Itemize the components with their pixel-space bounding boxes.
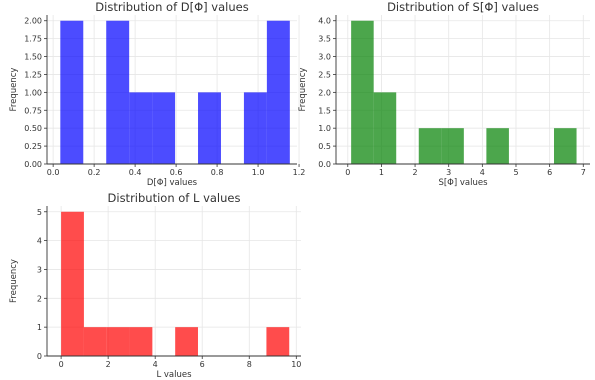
x-tick-label: 0.8 [211, 168, 224, 177]
x-axis-label: S[Φ] values [438, 178, 488, 188]
y-tick-label: 2.00 [24, 17, 42, 26]
x-tick-label: 0 [345, 168, 350, 177]
y-tick-label: 1.25 [24, 70, 42, 79]
x-tick-label: 0.0 [47, 168, 60, 177]
histogram-bar [129, 92, 153, 164]
x-tick-label: 4 [480, 168, 485, 177]
y-tick-label: 2.0 [318, 88, 331, 97]
y-axis-label: Frequency [9, 259, 19, 303]
x-tick-label: 2 [106, 360, 111, 369]
histogram-bar [106, 20, 130, 164]
y-tick-label: 0.0 [318, 160, 331, 169]
histogram-bar [486, 128, 509, 164]
y-tick-label: 2 [37, 294, 42, 303]
histogram-bar [60, 20, 84, 164]
histogram-bar [554, 128, 577, 164]
x-axis-label: D[Φ] values [147, 178, 198, 188]
histogram-bar [61, 211, 84, 356]
y-tick-label: 0.00 [24, 160, 42, 169]
histogram-bar [266, 327, 290, 356]
x-tick-label: 8 [247, 360, 252, 369]
y-tick-label: 0.75 [24, 106, 42, 115]
histogram-bar [129, 327, 153, 356]
chart-2: 0 1 2 3 4 5 6 7 0.0 0.5 1.0 1.5 2.0 2.5 3.0 3.5 4.0 Distr… [298, 0, 590, 188]
histogram-bar [373, 92, 397, 164]
y-tick-label: 2.5 [318, 70, 331, 79]
y-tick-label: 0.25 [24, 142, 42, 151]
x-tick-label: 0.2 [88, 168, 101, 177]
y-tick-label: 1.75 [24, 35, 42, 44]
x-tick-label: 7 [581, 168, 586, 177]
y-tick-label: 3.0 [318, 53, 331, 62]
histogram-bar [351, 20, 374, 164]
x-tick-label: 0 [59, 360, 64, 369]
y-axis-label: Frequency [298, 68, 308, 112]
x-tick-label: 10 [291, 360, 301, 369]
x-tick-label: 4 [153, 360, 158, 369]
x-axis-label: L values [156, 370, 192, 380]
x-tick-label: 1.2 [293, 168, 306, 177]
histogram-bar [266, 20, 290, 164]
histogram-bar [198, 92, 221, 164]
y-tick-label: 3 [37, 265, 42, 274]
y-axis-label: Frequency [9, 68, 19, 112]
y-tick-label: 4.0 [318, 17, 331, 26]
x-tick-label: 0.4 [129, 168, 142, 177]
histogram-bar [441, 128, 464, 164]
x-tick-label: 3 [446, 168, 451, 177]
x-tick-label: 2 [413, 168, 418, 177]
histogram-bar [418, 128, 442, 164]
y-tick-label: 1.0 [318, 124, 331, 133]
chart-1: 0.0 0.2 0.4 0.6 0.8 1.0 1.2 0.00 0.25 0.50 0.75 1.0… [9, 0, 305, 188]
x-tick-label: 6 [200, 360, 205, 369]
chart-title: Distribution of D[Φ] values [95, 0, 248, 14]
y-tick-label: 0.5 [318, 142, 331, 151]
histogram-bar [83, 327, 107, 356]
y-tick-label: 0 [37, 352, 42, 361]
y-tick-label: 5 [37, 208, 42, 217]
y-tick-label: 1.50 [24, 53, 42, 62]
x-tick-label: 6 [547, 168, 552, 177]
x-tick-label: 5 [513, 168, 518, 177]
chart-3: 0 2 4 6 8 10 0 1 2 3 4 5 Distribution of L values L v… [9, 191, 301, 380]
x-tick-label: 0.6 [170, 168, 183, 177]
x-tick-label: 1 [379, 168, 384, 177]
y-tick-label: 1.00 [24, 88, 42, 97]
y-tick-label: 0.50 [24, 124, 42, 133]
histogram-bar [106, 327, 130, 356]
y-tick-label: 1 [37, 323, 42, 332]
y-tick-label: 1.5 [318, 106, 331, 115]
histogram-bar [152, 92, 176, 164]
histogram-bar [175, 327, 198, 356]
y-tick-label: 4 [37, 237, 42, 246]
y-tick-label: 3.5 [318, 35, 331, 44]
chart-title: Distribution of S[Φ] values [387, 0, 539, 14]
x-tick-label: 1.0 [252, 168, 265, 177]
histogram-bar [243, 92, 267, 164]
chart-title: Distribution of L values [108, 191, 241, 205]
